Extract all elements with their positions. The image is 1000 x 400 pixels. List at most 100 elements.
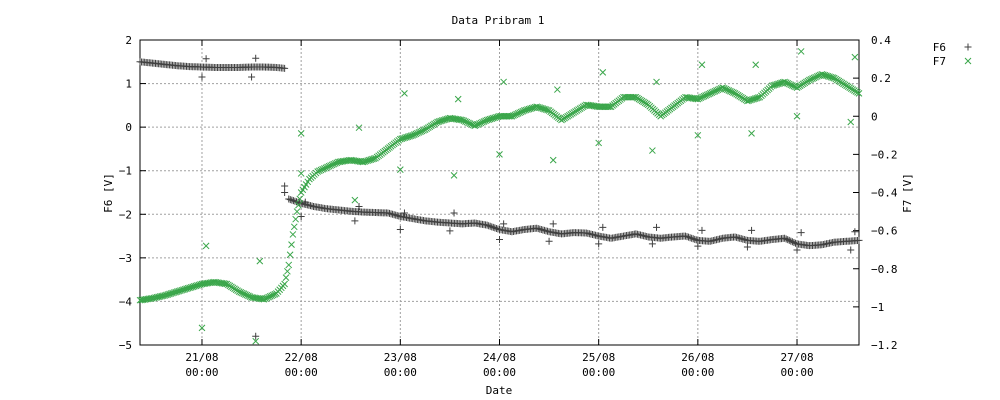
f6-outlier-point — [446, 227, 454, 235]
x-tick-label-time: 00:00 — [285, 366, 318, 379]
f6-outlier-point — [351, 217, 359, 225]
right-y-tick-label: 0 — [871, 110, 878, 123]
f7-outlier-point — [396, 166, 404, 173]
f6-point — [286, 196, 294, 204]
f7-outlier-point — [793, 112, 801, 120]
f6-outlier-point — [355, 202, 363, 210]
x-tick-label-date: 26/08 — [681, 351, 714, 364]
x-tick-label-time: 00:00 — [582, 366, 615, 379]
f6-outlier-point — [599, 223, 607, 231]
f6-point — [489, 223, 497, 231]
left-y-tick-label: −4 — [119, 295, 133, 308]
f7-outlier-point — [297, 170, 305, 177]
f7-outlier-point — [198, 324, 206, 332]
f6-point — [288, 196, 296, 204]
f6-outlier-point — [252, 54, 260, 62]
f6-point — [689, 235, 697, 243]
x-tick-label-date: 25/08 — [582, 351, 615, 364]
f7-outlier-point — [252, 337, 260, 345]
f6-point — [683, 233, 691, 241]
x-tick-label-date: 27/08 — [780, 351, 813, 364]
f6-outlier-point — [595, 240, 603, 248]
f6-point — [681, 232, 689, 240]
f7-point — [290, 223, 298, 231]
x-tick-label-date: 24/08 — [483, 351, 516, 364]
f7-outlier-point — [496, 151, 503, 158]
x-tick-label-time: 00:00 — [384, 366, 417, 379]
f7-outlier-point — [653, 78, 660, 86]
f6-outlier-point — [198, 73, 206, 81]
f7-outlier-point — [847, 118, 855, 126]
f7-point — [544, 106, 551, 114]
x-tick-label-time: 00:00 — [185, 366, 218, 379]
f6-outlier-point — [248, 73, 256, 81]
f6-point — [289, 197, 297, 205]
f6-point — [788, 238, 796, 246]
f6-outlier-point — [694, 242, 702, 250]
f6-outlier-point — [202, 55, 210, 63]
right-y-axis-label: F7 [V] — [901, 173, 914, 213]
f6-point — [691, 235, 699, 243]
x-tick-label-time: 00:00 — [681, 366, 714, 379]
f6-point — [483, 221, 491, 229]
f7-outlier-point — [202, 242, 210, 250]
f6-point — [494, 225, 502, 233]
f7-point — [319, 165, 326, 173]
x-tick-label-date: 21/08 — [185, 351, 218, 364]
f6-outlier-point — [793, 246, 801, 254]
left-y-tick-label: 1 — [125, 78, 132, 91]
f6-outlier-point — [797, 229, 805, 237]
f7-point — [286, 251, 294, 259]
f7-outlier-point — [797, 48, 805, 55]
f6-outlier-point — [648, 240, 656, 248]
left-y-tick-label: −3 — [119, 252, 132, 265]
f6-outlier-point — [653, 223, 661, 231]
f7-outlier-point — [351, 196, 359, 204]
f6-point — [486, 222, 494, 230]
f7-outlier-point — [500, 78, 507, 86]
f6-outlier-point — [743, 243, 751, 251]
x-tick-label-date: 22/08 — [285, 351, 318, 364]
axis-layer: 2 1 0 −1 −2 −3 −4 −5 0.4 0.2 0 −0.2 −0.4 −0.6 −0.8 −1 −1… — [119, 34, 898, 379]
f6-point — [686, 234, 694, 242]
left-y-axis-label: F6 [V] — [102, 173, 115, 213]
f6-outlier-point — [396, 226, 404, 234]
f7-point — [285, 261, 293, 269]
legend-marker — [964, 43, 972, 51]
f7-outlier-point — [595, 139, 603, 147]
right-y-tick-label: −0.8 — [871, 263, 898, 276]
f6-point — [492, 224, 500, 232]
f6-outlier-point — [301, 198, 309, 206]
x-tick-label-time: 00:00 — [483, 366, 516, 379]
f7-outlier-point — [748, 130, 755, 137]
x-tick-label-time: 00:00 — [780, 366, 813, 379]
right-y-tick-label: −0.2 — [871, 148, 898, 161]
f6-point — [782, 235, 790, 243]
left-y-tick-label: −2 — [119, 208, 132, 221]
f7-outlier-point — [454, 95, 462, 103]
f7-series — [136, 48, 863, 345]
f7-outlier-point — [694, 131, 702, 139]
f7-point — [317, 166, 325, 174]
f7-outlier-point — [355, 124, 363, 132]
f6-outlier-point — [500, 220, 508, 228]
f7-point — [293, 208, 301, 215]
f6-outlier-point — [851, 228, 859, 236]
f6-point — [285, 195, 293, 203]
f7-point — [281, 280, 288, 288]
f6-outlier-point — [847, 246, 855, 254]
f6-outlier-point — [450, 209, 458, 217]
f6-point — [785, 236, 793, 244]
f7-outlier-point — [401, 90, 408, 97]
f6-outlier-point — [698, 226, 706, 234]
f7-outlier-point — [553, 86, 561, 93]
legend-label: F6 — [933, 41, 946, 54]
left-y-tick-label: −5 — [119, 339, 132, 352]
f7-outlier-point — [297, 130, 305, 137]
f7-outlier-point — [450, 171, 458, 179]
f6-point — [855, 236, 863, 244]
f7-outlier-point — [698, 61, 706, 69]
f7-point — [420, 126, 427, 134]
f6-outlier-point — [748, 226, 756, 234]
